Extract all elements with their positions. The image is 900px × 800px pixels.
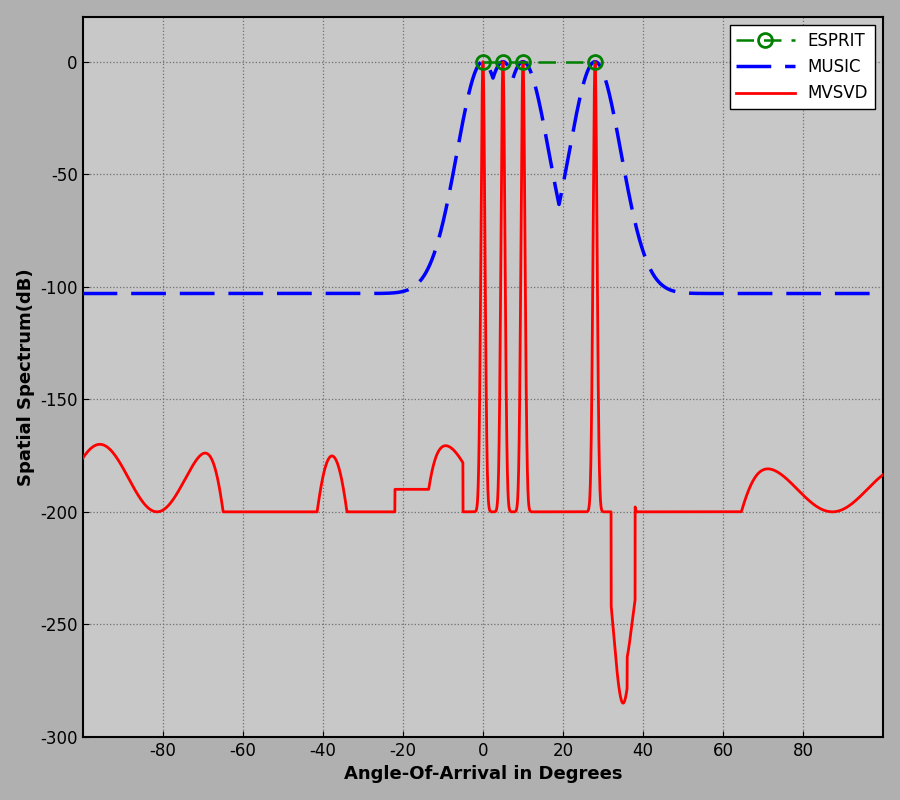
Line: MUSIC: MUSIC — [83, 62, 883, 294]
MVSVD — [835, 506, 846, 515]
ESPRIT — [478, 57, 489, 66]
MVSVD — [234, 507, 245, 517]
MUSIC — [111, 289, 122, 298]
MVSVD — [125, 477, 136, 486]
MVSVD — [469, 507, 480, 517]
Y-axis label: Spatial Spectrum(dB): Spatial Spectrum(dB) — [17, 268, 35, 486]
MUSIC — [469, 70, 480, 80]
MUSIC — [878, 289, 888, 298]
ESPRIT — [498, 57, 508, 66]
MVSVD — [77, 454, 88, 463]
MUSIC — [835, 289, 846, 298]
MVSVD — [590, 57, 600, 66]
MVSVD — [878, 470, 888, 479]
Legend: ESPRIT, MUSIC, MVSVD: ESPRIT, MUSIC, MVSVD — [730, 25, 875, 109]
MUSIC — [81, 289, 92, 298]
MUSIC — [234, 289, 245, 298]
MVSVD — [81, 449, 92, 458]
MUSIC — [77, 289, 88, 298]
ESPRIT — [518, 57, 528, 66]
MVSVD — [111, 451, 122, 461]
Line: MVSVD: MVSVD — [83, 62, 883, 703]
X-axis label: Angle-Of-Arrival in Degrees: Angle-Of-Arrival in Degrees — [344, 766, 622, 783]
MUSIC — [125, 289, 136, 298]
MUSIC — [590, 57, 600, 66]
MVSVD — [617, 698, 628, 708]
Line: ESPRIT: ESPRIT — [476, 54, 602, 69]
ESPRIT — [590, 57, 600, 66]
